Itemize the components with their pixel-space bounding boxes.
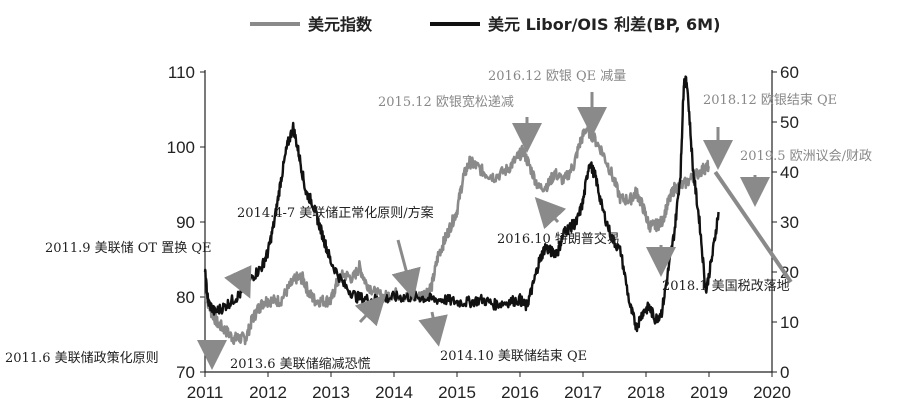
x-tick-label: 2019	[690, 383, 728, 402]
plot-area	[203, 75, 720, 346]
legend: 美元指数 美元 Libor/OIS 利差(BP, 6M)	[250, 15, 720, 34]
annotation-label: 2016.12 欧银 QE 减量	[488, 69, 626, 84]
series-line-libor-ois-spread	[203, 75, 720, 333]
legend-label-spread: 美元 Libor/OIS 利差(BP, 6M)	[488, 15, 720, 34]
left-tick-label: 100	[167, 138, 195, 157]
annotation-label: 2018.12 欧银结束 QE	[703, 93, 837, 108]
x-tick-label: 2016	[501, 383, 539, 402]
x-tick-label: 2011	[187, 383, 224, 402]
annotation-label: 2013.6 美联储缩减恐慌	[230, 356, 371, 372]
x-tick-label: 2013	[312, 383, 350, 402]
annotation-arrow	[354, 294, 387, 327]
annotation-arrow	[534, 197, 567, 230]
annotation-label: 2016.10 特朗普交易	[497, 231, 620, 247]
left-tick-label: 90	[176, 213, 195, 232]
annotation-label: 2014.4-7 美联储正常化原则/方案	[237, 205, 434, 221]
annotation-arrow	[418, 311, 448, 347]
series-line-dollar-index	[203, 123, 710, 346]
right-tick-label: 60	[780, 63, 799, 82]
legend-label-index: 美元指数	[308, 15, 373, 34]
right-tick-label: 40	[780, 163, 799, 182]
right-tick-label: 30	[780, 213, 799, 232]
x-tick-label: 2018	[627, 383, 665, 402]
right-tick-label: 20	[780, 263, 799, 282]
annotation-label: 2019.5 欧洲议会/财政	[740, 149, 872, 164]
x-tick-label: 2015	[438, 383, 476, 402]
x-tick-label: 2014	[375, 383, 413, 402]
annotation-label: 2011.6 美联储政策化原则	[5, 350, 159, 366]
x-tick-label: 2012	[249, 383, 287, 402]
annotation-label: 2014.10 美联储结束 QE	[440, 349, 587, 364]
x-tick-label: 2017	[564, 383, 602, 402]
right-tick-label: 50	[780, 113, 799, 132]
annotation-arrow	[391, 239, 421, 300]
axes: 70 80 90 100 110 0 10 20 30 40 50 60 2011 2012 2013 201…	[167, 63, 799, 402]
annotation-label: 2011.9 美联储 OT 置换 QE	[45, 241, 212, 256]
left-tick-label: 110	[168, 63, 195, 82]
right-tick-label: 10	[780, 313, 799, 332]
x-tick-label: 2020	[753, 383, 791, 402]
annotation-arrow	[224, 265, 252, 299]
left-tick-label: 70	[176, 363, 195, 382]
annotation-label: 2015.12 欧银宽松递减	[378, 94, 514, 110]
right-tick-label: 0	[780, 363, 789, 382]
trend-arrow	[713, 170, 793, 284]
annotation-label: 2018.1 美国税改落地	[662, 279, 790, 294]
annotations: 2011.6 美联储政策化原则 2011.9 美联储 OT 置换 QE 2013.6…	[5, 69, 872, 372]
left-tick-label: 80	[176, 288, 195, 307]
